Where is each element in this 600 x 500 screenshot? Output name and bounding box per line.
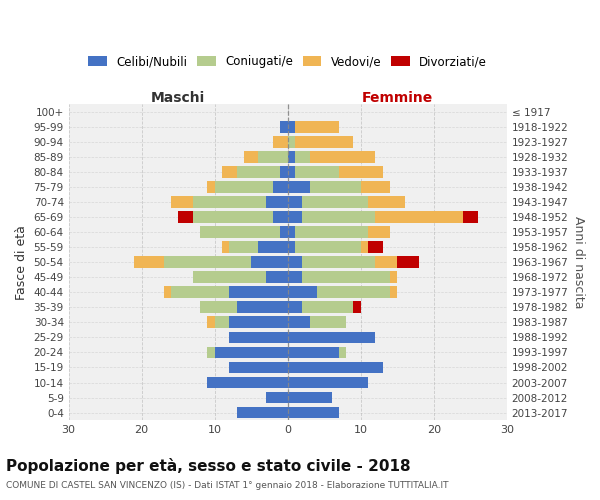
Bar — [215, 181, 273, 193]
Bar — [390, 272, 397, 283]
Bar — [208, 316, 215, 328]
Bar — [295, 121, 339, 132]
Bar — [266, 272, 287, 283]
Bar — [215, 316, 229, 328]
Bar — [244, 151, 259, 162]
Bar — [287, 226, 295, 238]
Bar — [236, 166, 280, 177]
Bar — [200, 226, 280, 238]
Bar — [287, 332, 376, 343]
Bar — [310, 151, 376, 162]
Bar — [287, 392, 331, 404]
Bar — [339, 346, 346, 358]
Bar — [295, 226, 368, 238]
Bar — [302, 196, 368, 208]
Bar — [295, 151, 310, 162]
Bar — [236, 406, 287, 418]
Bar — [236, 302, 287, 313]
Bar — [287, 241, 295, 253]
Bar — [229, 286, 287, 298]
Bar — [178, 211, 193, 223]
Bar — [266, 392, 287, 404]
Bar — [302, 256, 376, 268]
Bar — [287, 181, 310, 193]
Bar — [229, 316, 287, 328]
Bar — [287, 286, 317, 298]
Bar — [193, 196, 266, 208]
Bar — [134, 256, 164, 268]
Text: Femmine: Femmine — [362, 91, 433, 105]
Bar — [361, 181, 390, 193]
Bar — [287, 136, 295, 147]
Bar — [222, 166, 236, 177]
Bar — [171, 196, 193, 208]
Bar — [353, 302, 361, 313]
Text: COMUNE DI CASTEL SAN VINCENZO (IS) - Dati ISTAT 1° gennaio 2018 - Elaborazione T: COMUNE DI CASTEL SAN VINCENZO (IS) - Dat… — [6, 481, 449, 490]
Bar — [287, 302, 302, 313]
Bar — [339, 166, 383, 177]
Bar — [287, 346, 339, 358]
Bar — [376, 256, 397, 268]
Bar — [229, 332, 287, 343]
Bar — [215, 346, 287, 358]
Bar — [287, 316, 310, 328]
Bar — [287, 362, 383, 374]
Bar — [280, 226, 287, 238]
Bar — [287, 211, 302, 223]
Bar — [171, 286, 229, 298]
Bar — [390, 286, 397, 298]
Bar — [287, 121, 295, 132]
Bar — [368, 226, 390, 238]
Bar — [259, 151, 287, 162]
Bar — [164, 286, 171, 298]
Bar — [287, 376, 368, 388]
Y-axis label: Anni di nascita: Anni di nascita — [572, 216, 585, 308]
Bar — [266, 196, 287, 208]
Bar — [208, 346, 215, 358]
Bar — [222, 241, 229, 253]
Bar — [287, 406, 339, 418]
Bar — [229, 241, 259, 253]
Bar — [273, 211, 287, 223]
Bar — [280, 166, 287, 177]
Text: Maschi: Maschi — [151, 91, 205, 105]
Bar — [302, 272, 390, 283]
Bar — [273, 136, 287, 147]
Bar — [310, 181, 361, 193]
Y-axis label: Fasce di età: Fasce di età — [15, 224, 28, 300]
Bar — [376, 211, 463, 223]
Bar — [295, 166, 339, 177]
Bar — [302, 302, 353, 313]
Bar — [193, 272, 266, 283]
Bar — [200, 302, 236, 313]
Bar — [287, 196, 302, 208]
Bar — [287, 151, 295, 162]
Bar — [317, 286, 390, 298]
Bar — [287, 166, 295, 177]
Bar — [259, 241, 287, 253]
Bar — [368, 196, 404, 208]
Bar — [280, 121, 287, 132]
Bar — [251, 256, 287, 268]
Bar — [463, 211, 478, 223]
Bar — [287, 272, 302, 283]
Bar — [295, 241, 361, 253]
Bar — [295, 136, 353, 147]
Bar — [229, 362, 287, 374]
Text: Popolazione per età, sesso e stato civile - 2018: Popolazione per età, sesso e stato civil… — [6, 458, 410, 473]
Bar — [273, 181, 287, 193]
Bar — [361, 241, 368, 253]
Bar — [368, 241, 383, 253]
Bar — [302, 211, 376, 223]
Legend: Celibi/Nubili, Coniugati/e, Vedovi/e, Divorziati/e: Celibi/Nubili, Coniugati/e, Vedovi/e, Di… — [83, 50, 492, 73]
Bar — [193, 211, 273, 223]
Bar — [208, 376, 287, 388]
Bar — [164, 256, 251, 268]
Bar — [287, 256, 302, 268]
Bar — [397, 256, 419, 268]
Bar — [208, 181, 215, 193]
Bar — [310, 316, 346, 328]
